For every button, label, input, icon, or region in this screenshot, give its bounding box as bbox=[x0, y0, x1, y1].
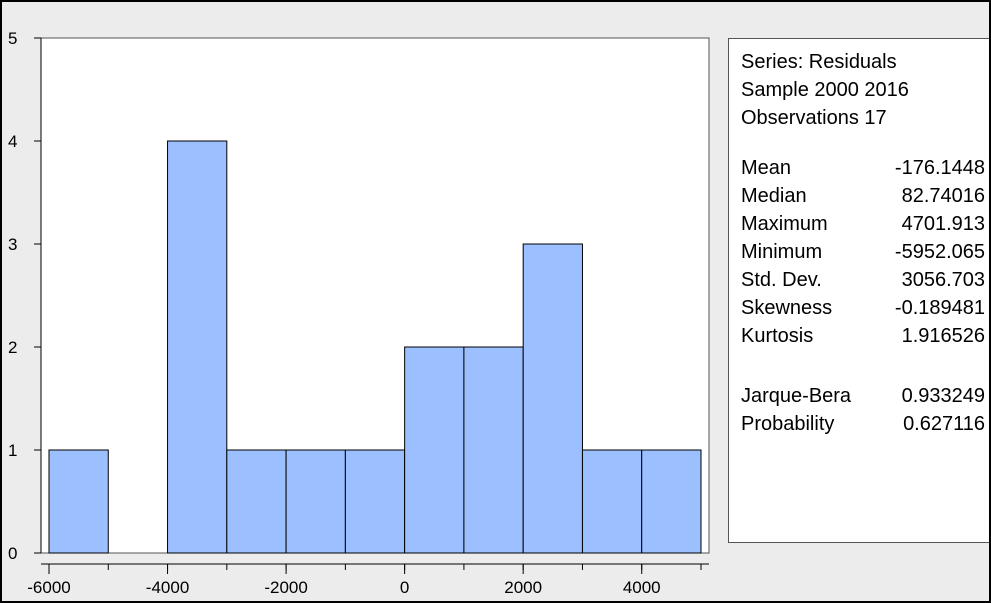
stat-label-kurtosis: Kurtosis bbox=[741, 325, 814, 347]
histogram-bar bbox=[167, 140, 228, 554]
stat-value-std-dev: 3056.703 bbox=[901, 269, 985, 291]
stat-label-std-dev: Std. Dev. bbox=[741, 269, 822, 291]
y-tick-label: 1 bbox=[8, 441, 17, 460]
y-tick-label: 0 bbox=[8, 544, 17, 563]
histogram-bar bbox=[463, 346, 524, 554]
stat-label-maximum: Maximum bbox=[741, 213, 828, 235]
stat-label-median: Median bbox=[741, 185, 807, 207]
histogram-bar bbox=[404, 346, 465, 554]
x-tick-label: 2000 bbox=[504, 578, 542, 597]
histogram-bars bbox=[48, 140, 702, 554]
x-axis: -6000 -4000 -2000 0 2000 4000 bbox=[27, 563, 709, 597]
stats-header-sample: Sample 2000 2016 bbox=[741, 79, 909, 101]
histogram-bar bbox=[226, 449, 287, 554]
stat-value-median: 82.74016 bbox=[901, 185, 985, 207]
stat-value-jarque-bera: 0.933249 bbox=[901, 385, 985, 407]
histogram-bar bbox=[285, 449, 346, 554]
y-tick-label: 5 bbox=[8, 29, 17, 48]
y-tick-label: 4 bbox=[8, 132, 17, 151]
stats-header-observations: Observations 17 bbox=[741, 107, 887, 129]
stat-label-jarque-bera: Jarque-Bera bbox=[741, 385, 852, 407]
histogram-bar bbox=[48, 449, 109, 554]
y-tick-label: 2 bbox=[8, 338, 17, 357]
stats-header-series: Series: Residuals bbox=[741, 51, 897, 73]
x-tick-label: -4000 bbox=[146, 578, 189, 597]
stat-value-kurtosis: 1.916526 bbox=[901, 325, 985, 347]
stat-label-skewness: Skewness bbox=[741, 297, 833, 319]
x-tick-label: -6000 bbox=[27, 578, 70, 597]
stat-label-minimum: Minimum bbox=[741, 241, 823, 263]
x-tick-label: 4000 bbox=[623, 578, 661, 597]
y-axis: 0 1 2 3 4 5 bbox=[8, 29, 42, 563]
stat-label-probability: Probability bbox=[741, 413, 835, 435]
histogram-bar bbox=[581, 449, 643, 554]
stat-value-skewness: -0.189481 bbox=[894, 297, 985, 319]
histogram-bar bbox=[344, 449, 406, 554]
histogram-bar bbox=[522, 243, 583, 554]
x-tick-label: -2000 bbox=[264, 578, 307, 597]
stat-value-maximum: 4701.913 bbox=[901, 213, 985, 235]
stats-panel: Series: Residuals Sample 2000 2016 Obser… bbox=[728, 38, 989, 543]
stat-value-mean: -176.1448 bbox=[894, 157, 985, 179]
stat-value-probability: 0.627116 bbox=[903, 413, 985, 435]
histogram-bar bbox=[641, 449, 702, 554]
x-tick-label: 0 bbox=[400, 578, 409, 597]
y-tick-label: 3 bbox=[8, 235, 17, 254]
stat-label-mean: Mean bbox=[741, 157, 792, 179]
stat-value-minimum: -5952.065 bbox=[894, 241, 985, 263]
